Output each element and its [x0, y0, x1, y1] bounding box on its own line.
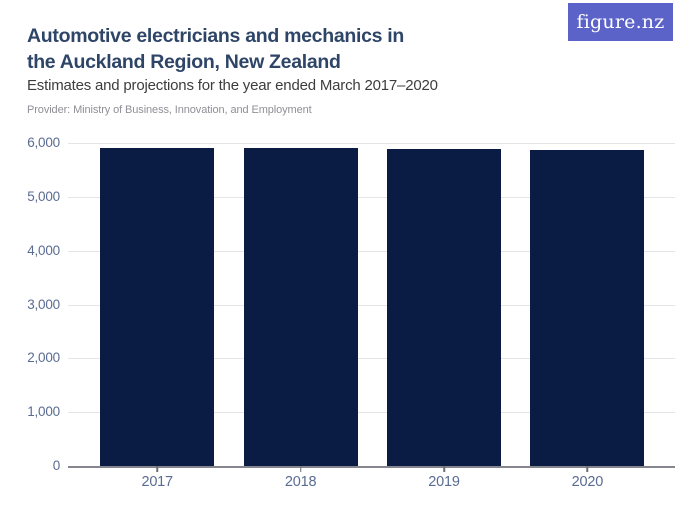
page-title-line1: Automotive electricians and mechanics in: [27, 25, 405, 47]
page-title: Automotive electricians and mechanics in…: [27, 24, 547, 75]
x-axis-tick: [586, 466, 589, 472]
page-title-line2: the Auckland Region, New Zealand: [27, 50, 341, 73]
gridline: [68, 143, 675, 145]
chart-subtitle: Estimates and projections for the year e…: [27, 77, 438, 94]
y-axis-tick-label: 5,000: [27, 189, 60, 205]
x-axis-tick-label: 2017: [141, 474, 173, 490]
gridline: [68, 250, 675, 252]
y-axis-tick-label: 1,000: [27, 404, 60, 420]
figure-nz-logo-text: figure.nz: [576, 11, 665, 33]
bar-2017: [100, 147, 215, 466]
gridline: [68, 197, 675, 199]
gridline: [68, 304, 675, 306]
x-axis-tick: [443, 466, 445, 472]
y-axis-tick-label: 2,000: [27, 350, 60, 366]
gridline: [68, 412, 675, 414]
bar-2018: [243, 147, 358, 466]
x-axis-tick-label: 2019: [428, 474, 460, 490]
figure-nz-logo[interactable]: figure.nz: [568, 3, 673, 41]
y-axis-tick-label: 6,000: [27, 135, 60, 151]
x-axis-tick-label: 2020: [571, 474, 604, 490]
x-axis-line: [68, 466, 675, 468]
bar-2019: [387, 148, 501, 466]
y-axis-tick-label: 4,000: [27, 242, 60, 258]
y-axis-tick-label: 0: [52, 458, 61, 473]
x-axis-tick: [299, 466, 302, 472]
x-axis-tick-label: 2018: [284, 474, 317, 490]
x-axis-tick: [156, 466, 158, 472]
provider-credit: Provider: Ministry of Business, Innovati…: [27, 104, 312, 116]
gridline: [68, 358, 675, 360]
bar-2020: [530, 149, 645, 466]
y-axis-tick-label: 3,000: [27, 296, 60, 312]
